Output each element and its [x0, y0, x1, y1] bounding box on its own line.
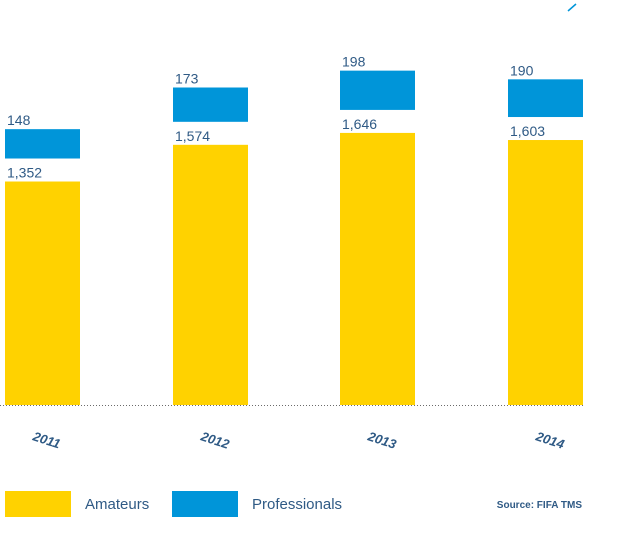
bar-amateurs-2012 [173, 144, 248, 405]
bar-professionals-2014 [508, 79, 583, 118]
data-label-professionals-2011: 148 [7, 112, 31, 128]
data-label-professionals-2012: 173 [175, 71, 199, 87]
legend: Amateurs Professionals Source: FIFA TMS [0, 491, 632, 521]
bar-amateurs-2013 [340, 132, 415, 405]
data-label-professionals-2013: 198 [342, 54, 366, 70]
legend-swatch-professionals [172, 491, 238, 517]
legend-item-professionals: Professionals [172, 491, 342, 517]
x-tick-label-2014: 2014 [533, 428, 567, 452]
data-label-amateurs-2014: 1,603 [510, 123, 545, 139]
data-label-professionals-2014: 190 [510, 62, 534, 78]
legend-item-amateurs: Amateurs [5, 491, 149, 517]
x-tick-label-2012: 2012 [198, 428, 232, 452]
bar-professionals-2012 [173, 87, 248, 122]
chevron-icon [567, 3, 577, 12]
bar-professionals-2011 [5, 129, 80, 159]
legend-label-professionals: Professionals [252, 495, 343, 513]
data-label-amateurs-2011: 1,352 [7, 165, 42, 181]
source-note: Source: FIFA TMS [496, 500, 582, 511]
bar-amateurs-2014 [508, 140, 583, 405]
x-tick-label-2013: 2013 [365, 428, 399, 452]
x-tick-label-2011: 2011 [30, 428, 62, 451]
bar-amateurs-2011 [5, 181, 80, 405]
stacked-bar-chart: 1,352 148 2011 1,574 173 2012 1,646 198 2013 1,60… [0, 54, 584, 452]
bar-professionals-2013 [340, 70, 415, 110]
data-label-amateurs-2013: 1,646 [342, 116, 377, 132]
legend-swatch-amateurs [5, 491, 71, 517]
legend-label-amateurs: Amateurs [85, 495, 150, 513]
data-label-amateurs-2012: 1,574 [175, 128, 210, 144]
